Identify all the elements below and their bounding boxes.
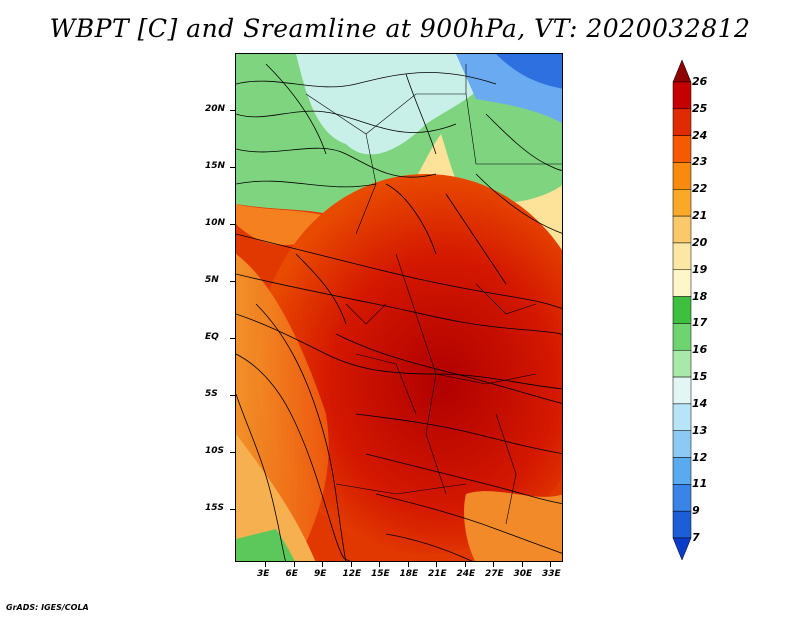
lat-tick bbox=[230, 338, 235, 339]
lon-tick bbox=[322, 562, 323, 567]
lon-label: 21E bbox=[428, 569, 447, 579]
lon-tick bbox=[464, 562, 466, 567]
lon-tick bbox=[293, 562, 295, 567]
colorbar-swatch bbox=[672, 60, 692, 83]
colorbar-label: 25 bbox=[692, 101, 708, 115]
colorbar-swatch bbox=[672, 376, 692, 405]
colorbar-label: 17 bbox=[692, 316, 708, 330]
lat-tick bbox=[230, 509, 235, 510]
coldest-core bbox=[496, 54, 562, 89]
lon-tick bbox=[265, 562, 266, 567]
lat-label: 15S bbox=[205, 503, 225, 513]
lat-tick bbox=[230, 110, 235, 111]
lat-label: 5N bbox=[205, 275, 219, 285]
colorbar-swatch bbox=[672, 403, 692, 431]
colorbar-label: 15 bbox=[692, 370, 708, 384]
colorbar-swatch bbox=[672, 189, 692, 217]
colorbar-label: 7 bbox=[692, 531, 700, 544]
colorbar-swatch bbox=[672, 242, 692, 271]
lon-label: 9E bbox=[314, 569, 327, 579]
country-boundaries bbox=[305, 64, 562, 525]
chart-title: WBPT [C] and Sreamline at 900hPa, VT: 20… bbox=[49, 14, 751, 43]
lat-tick bbox=[230, 452, 235, 453]
colorbar-swatch bbox=[672, 537, 692, 560]
lon-label: 18E bbox=[399, 569, 419, 579]
colorbar-label: 12 bbox=[692, 450, 708, 464]
colorbar-swatch bbox=[672, 296, 692, 324]
lon-tick bbox=[436, 562, 437, 567]
colorbar-swatch bbox=[672, 457, 692, 485]
colorbar-label: 19 bbox=[692, 262, 708, 276]
colorbar bbox=[672, 60, 692, 560]
colorbar-swatch bbox=[672, 135, 692, 163]
colorbar-label: 26 bbox=[692, 75, 708, 88]
colorbar-label: 22 bbox=[692, 182, 708, 196]
footer-credit: GrADS: IGES/COLA bbox=[6, 603, 89, 612]
lon-tick bbox=[521, 562, 523, 567]
lon-tick bbox=[350, 562, 352, 567]
cool-core-region bbox=[296, 54, 506, 155]
southeast-region bbox=[464, 491, 562, 561]
lon-tick bbox=[493, 562, 494, 567]
colorbar-label: 24 bbox=[692, 128, 708, 142]
colorbar-swatch bbox=[672, 81, 692, 110]
streamlines bbox=[236, 63, 562, 561]
lat-tick bbox=[230, 224, 235, 225]
lon-label: 27E bbox=[485, 569, 504, 579]
lon-label: 12E bbox=[342, 569, 362, 579]
lon-label: 33E bbox=[542, 569, 561, 579]
colorbar-label: 13 bbox=[692, 423, 708, 437]
lon-tick bbox=[550, 562, 551, 567]
colorbar-label: 18 bbox=[692, 289, 708, 303]
colorbar-swatch bbox=[672, 510, 692, 539]
lon-label: 3E bbox=[257, 569, 270, 579]
lat-label: 10S bbox=[205, 446, 225, 456]
lon-tick bbox=[407, 562, 409, 567]
colorbar-swatch bbox=[672, 323, 692, 351]
colorbar-swatch bbox=[672, 108, 692, 136]
lon-label: 30E bbox=[513, 569, 533, 579]
lon-label: 15E bbox=[371, 569, 390, 579]
colorbar-swatch bbox=[672, 484, 692, 512]
lat-tick bbox=[230, 281, 235, 282]
map-panel bbox=[235, 53, 563, 562]
colorbar-label: 16 bbox=[692, 343, 708, 357]
southwest-region bbox=[236, 434, 316, 561]
colorbar-swatch bbox=[672, 162, 692, 190]
lat-label: 5S bbox=[205, 389, 218, 399]
colorbar-swatch bbox=[672, 349, 692, 378]
colorbar-label: 23 bbox=[692, 155, 708, 169]
colorbar-label: 21 bbox=[692, 209, 708, 223]
lat-label: EQ bbox=[205, 332, 219, 342]
lat-label: 15N bbox=[205, 161, 226, 171]
colorbar-label: 20 bbox=[692, 235, 708, 249]
colorbar-swatch bbox=[672, 215, 692, 244]
lat-label: 10N bbox=[205, 218, 226, 228]
colorbar-swatch bbox=[672, 430, 692, 458]
wbpt-field-map bbox=[236, 54, 562, 561]
colorbar-label: 9 bbox=[692, 504, 700, 518]
colorbar-label: 11 bbox=[692, 477, 708, 491]
colorbar-swatch bbox=[672, 269, 692, 297]
lon-label: 24E bbox=[456, 569, 476, 579]
lat-label: 20N bbox=[205, 104, 226, 114]
colorbar-label: 14 bbox=[692, 396, 708, 410]
lat-tick bbox=[230, 395, 235, 396]
hot-core bbox=[256, 174, 562, 554]
lon-label: 6E bbox=[285, 569, 298, 579]
lon-tick bbox=[379, 562, 380, 567]
lat-tick bbox=[230, 167, 235, 168]
